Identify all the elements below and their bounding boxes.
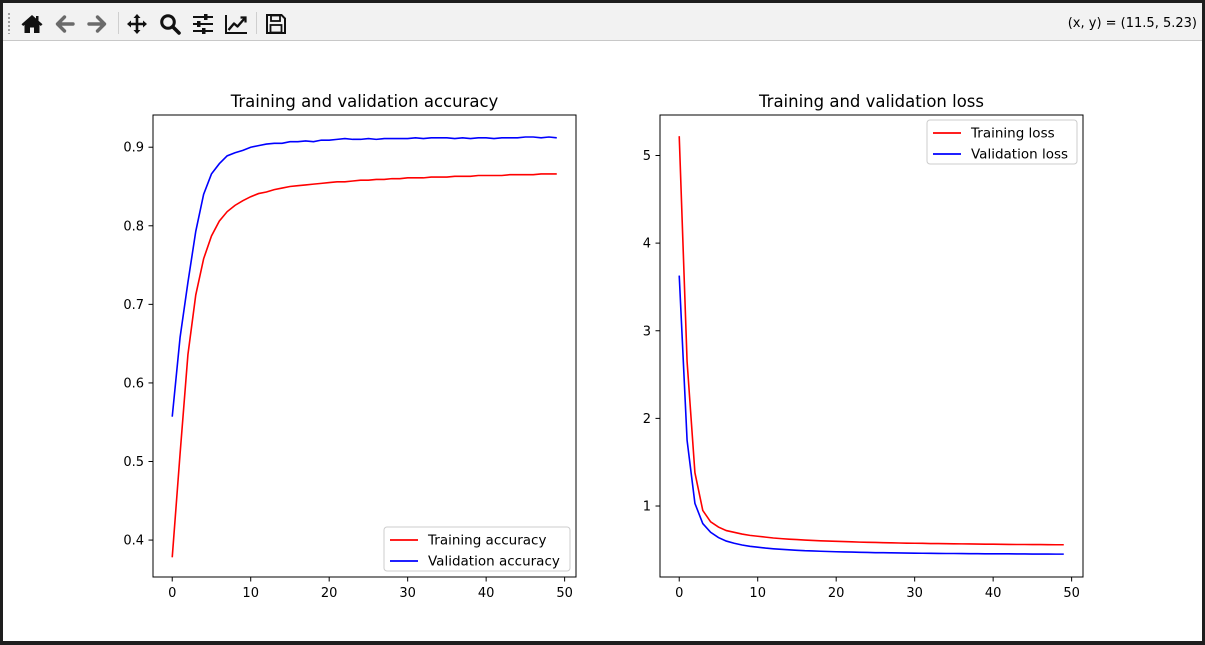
home-icon xyxy=(21,15,43,33)
axes-frame xyxy=(152,114,577,578)
y-tick-label: 2 xyxy=(643,412,651,427)
x-tick-label: 0 xyxy=(168,586,176,601)
toolbar-separator xyxy=(256,12,257,34)
axes-frame xyxy=(659,114,1084,578)
legend-label: Training accuracy xyxy=(427,533,546,549)
edit-axis-icon xyxy=(225,15,247,34)
x-tick-label: 40 xyxy=(985,586,1002,601)
chart-title: Training and validation accuracy xyxy=(230,92,499,111)
configure-subplots-button[interactable] xyxy=(190,11,216,37)
y-tick-label: 0.4 xyxy=(123,534,144,549)
y-tick-label: 0.8 xyxy=(123,219,144,234)
zoom-button[interactable] xyxy=(157,11,183,37)
x-tick-label: 20 xyxy=(828,586,845,601)
x-tick-label: 40 xyxy=(478,586,495,601)
series-line-1 xyxy=(171,173,557,558)
legend-label: Validation accuracy xyxy=(428,554,560,570)
y-tick-label: 5 xyxy=(643,149,651,164)
y-tick-label: 1 xyxy=(643,500,651,515)
x-tick-label: 20 xyxy=(321,586,338,601)
x-tick-label: 10 xyxy=(242,586,259,601)
x-tick-label: 30 xyxy=(906,586,923,601)
x-tick-label: 50 xyxy=(1063,586,1080,601)
forward-button[interactable] xyxy=(84,11,110,37)
x-tick-label: 10 xyxy=(749,586,766,601)
x-tick-label: 30 xyxy=(399,586,416,601)
zoom-icon xyxy=(160,14,181,35)
series-line-2 xyxy=(171,136,557,417)
pan-icon xyxy=(127,14,147,34)
legend-box xyxy=(926,119,1078,165)
x-tick-label: 0 xyxy=(675,586,683,601)
home-button[interactable] xyxy=(19,11,45,37)
legend-box xyxy=(383,526,571,572)
chart-title: Training and validation loss xyxy=(758,92,984,111)
edit-axis-button[interactable] xyxy=(223,11,249,37)
y-tick-label: 0.6 xyxy=(123,376,144,391)
toolbar-separator xyxy=(118,12,119,34)
x-tick-label: 50 xyxy=(556,586,573,601)
save-icon xyxy=(266,14,286,34)
y-tick-label: 0.9 xyxy=(123,141,144,156)
navigation-toolbar: (x, y) = (11.5, 5.23) xyxy=(3,3,1202,41)
save-button[interactable] xyxy=(263,11,289,37)
configure-subplots-icon xyxy=(193,14,213,34)
legend: Training loss Validation loss xyxy=(926,119,1078,165)
y-tick-label: 0.7 xyxy=(123,298,144,313)
legend-label: Validation loss xyxy=(971,147,1068,163)
series-line-1 xyxy=(678,136,1064,546)
y-tick-label: 0.5 xyxy=(123,455,144,470)
legend-label: Training loss xyxy=(970,126,1055,142)
series-line-2 xyxy=(678,275,1064,555)
cursor-coordinates: (x, y) = (11.5, 5.23) xyxy=(1067,16,1197,31)
subplot-2[interactable]: Training and validation loss 0 10 20 30 40 50 1… xyxy=(643,92,1084,601)
back-button[interactable] xyxy=(52,11,78,37)
y-tick-label: 3 xyxy=(643,324,651,339)
forward-icon xyxy=(87,15,107,33)
toolbar-grip-handle[interactable] xyxy=(7,12,11,34)
y-tick-label: 4 xyxy=(643,237,651,252)
subplot-1[interactable]: Training and validation accuracy 0 10 20 30 4… xyxy=(123,92,577,601)
back-icon xyxy=(55,15,75,33)
legend: Training accuracy Validation accuracy xyxy=(383,526,571,572)
pan-button[interactable] xyxy=(124,11,150,37)
